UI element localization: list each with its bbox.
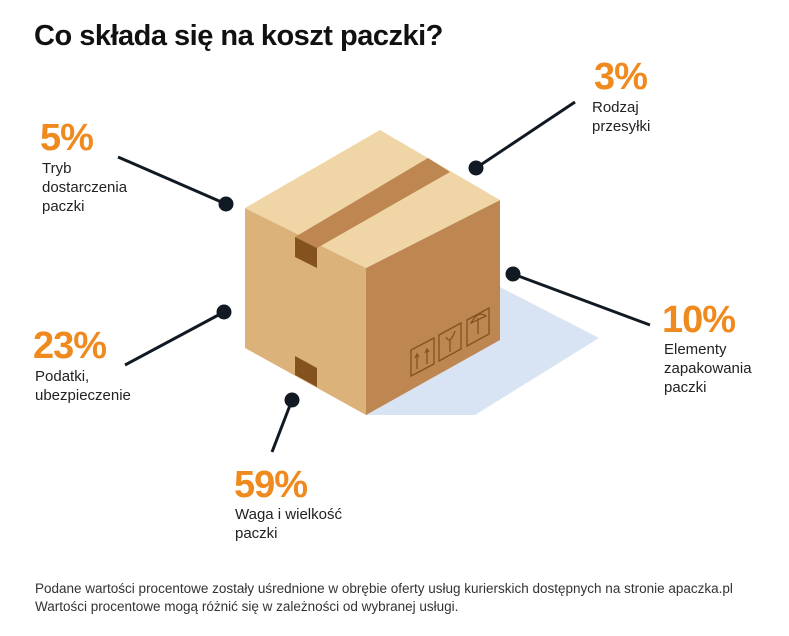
label-line: paczki xyxy=(42,198,85,215)
label-line: Podatki, xyxy=(35,368,90,385)
box-tape-bottom xyxy=(295,356,317,387)
keep-dry-icon xyxy=(466,306,490,348)
footnote-line: Podane wartości procentowe zostały uśred… xyxy=(35,581,733,596)
label-line: Tryb xyxy=(42,160,72,177)
callout-label: Podatki, ubezpieczenie xyxy=(35,367,131,405)
callout-lines xyxy=(117,100,651,453)
label-line: zapakowania xyxy=(664,360,752,377)
percent-value: 3% xyxy=(594,56,648,98)
label-line: paczki xyxy=(235,525,278,542)
footnote: Podane wartości procentowe zostały uśred… xyxy=(35,580,733,616)
percent-value: 10% xyxy=(662,299,736,341)
fragile-icon xyxy=(438,321,462,363)
label-line: Rodzaj xyxy=(592,99,639,116)
label-line: ubezpieczenie xyxy=(35,387,131,404)
label-line: dostarczenia xyxy=(42,179,128,196)
page-title: Co składa się na koszt paczki? xyxy=(34,20,443,52)
label-line: paczki xyxy=(664,379,707,396)
box-tape-top xyxy=(295,158,450,248)
percent-value: 5% xyxy=(40,117,94,159)
box-tape-front xyxy=(295,237,317,268)
callout-label: Elementy zapakowania paczki xyxy=(664,340,752,397)
percent-value: 23% xyxy=(33,325,107,367)
label-line: Elementy xyxy=(664,341,727,358)
callout-label: Tryb dostarczenia paczki xyxy=(42,159,127,216)
callout-label: Rodzaj przesyłki xyxy=(592,98,650,136)
label-line: Waga i wielkość xyxy=(235,506,342,523)
box-left-face xyxy=(245,208,366,415)
box-shadow xyxy=(366,287,599,415)
this-side-up-icon xyxy=(410,336,435,378)
label-line: przesyłki xyxy=(592,118,651,135)
percent-value: 59% xyxy=(234,464,308,506)
footnote-line: Wartości procentowe mogą różnić się w za… xyxy=(35,599,459,614)
callout-label: Waga i wielkość paczki xyxy=(235,505,342,543)
box-right-face xyxy=(366,200,500,415)
